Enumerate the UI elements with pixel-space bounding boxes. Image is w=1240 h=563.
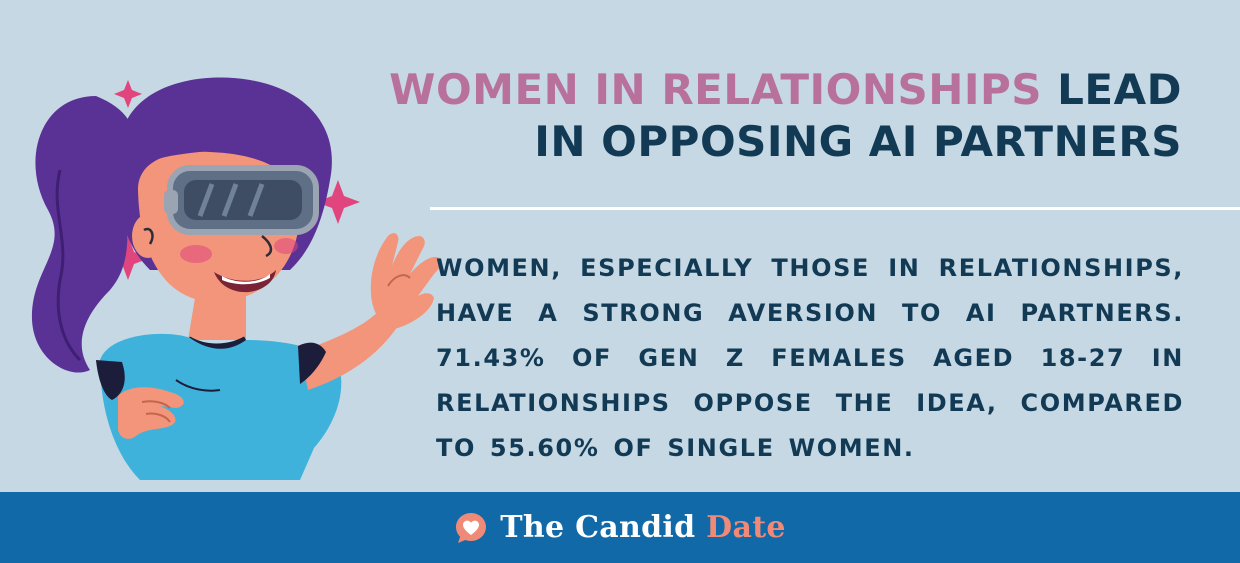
vr-woman-illustration [31,77,442,480]
hand [370,233,442,329]
sparkle-icon [316,180,360,224]
divider [430,207,1240,210]
ponytail [31,96,134,373]
brand-name-main: The Candid [500,510,707,545]
headline-highlight: WOMEN IN RELATIONSHIPS [389,65,1043,114]
brand-name-accent: Date [706,510,786,545]
sparkle-icon [106,236,150,280]
headline-line1-rest: LEAD [1042,65,1182,114]
smile [214,270,276,293]
brand-name: The Candid Date [500,510,786,545]
shirt [100,333,342,480]
headline: WOMEN IN RELATIONSHIPS LEAD IN OPPOSING … [362,64,1182,168]
heart-chat-icon [456,512,487,543]
footer-banner: The Candid Date [0,492,1240,563]
sparkle-icon [114,80,142,108]
brand-logo[interactable]: The Candid Date [454,510,786,545]
body-text: WOMEN, ESPECIALLY THOSE IN RELATIONSHIPS… [436,254,1184,462]
headline-line2: IN OPPOSING AI PARTNERS [534,117,1182,166]
